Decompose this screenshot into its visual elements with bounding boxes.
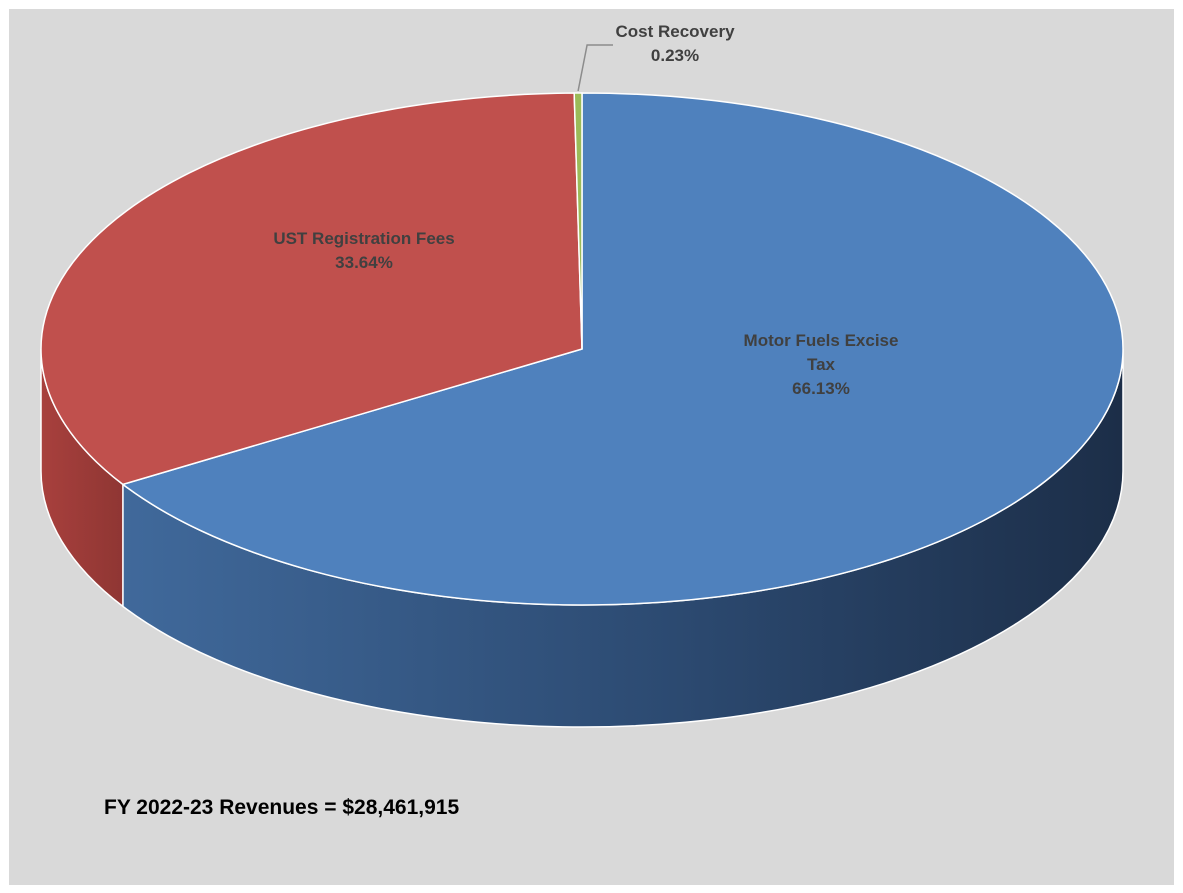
pie-slice-2 [573,92,583,350]
pie-chart: Motor Fuels Excise Tax 66.13% UST Registrat… [40,22,1124,728]
revenue-total-caption: FY 2022-23 Revenues = $28,461,915 [104,796,460,819]
pie-slice-1 [40,92,583,486]
slice-name-label-2: Cost Recovery [615,22,735,41]
cost-recovery-leader-line [577,44,613,92]
slice-name-label-1: UST Registration Fees [273,229,454,248]
slice-name-label-0: Tax [807,355,836,374]
slice-name-label-0: Motor Fuels Excise [744,331,899,350]
slice-percent-label-1: 33.64% [335,253,393,272]
chart-area: Motor Fuels Excise Tax 66.13% UST Registrat… [9,9,1174,885]
slice-percent-label-0: 66.13% [792,379,850,398]
pie-slice-0 [122,92,1124,606]
slice-percent-label-2: 0.23% [651,46,699,65]
